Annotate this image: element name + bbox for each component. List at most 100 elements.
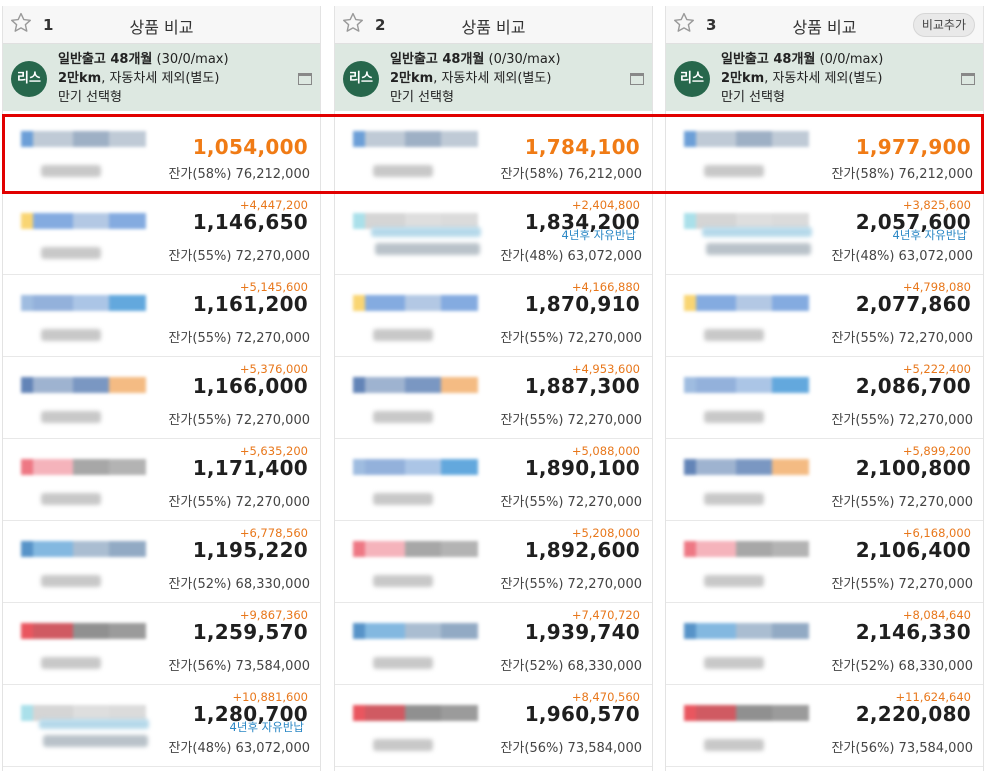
company-logo: [353, 377, 478, 393]
logo-segment: [405, 541, 441, 557]
product-mileage: 2만km: [58, 71, 102, 86]
logo-segment: [696, 623, 736, 639]
product-description: 일반출고 48개월 (30/0/max) 2만km, 자동차세 제외(별도) 만기 …: [58, 50, 229, 107]
company-logo: [21, 541, 146, 557]
price-difference: +5,222,400: [902, 362, 971, 376]
logo-segment: [21, 213, 33, 229]
logo-segment: [405, 295, 441, 311]
quote-row[interactable]: +6,168,000 2,106,400 잔가(55%) 72,270,000: [666, 521, 983, 603]
logo-segment: [33, 459, 73, 475]
logo-segment: [21, 623, 33, 639]
company-logo: [684, 541, 809, 557]
logo-segment: [772, 377, 809, 393]
residual-value: 잔가(56%) 73,584,000: [831, 741, 973, 756]
monthly-price: 1,259,570: [192, 620, 308, 644]
residual-value: 잔가(55%) 72,270,000: [831, 495, 973, 510]
quote-row[interactable]: +4,798,080 2,077,860 잔가(55%) 72,270,000: [666, 275, 983, 357]
product-description: 일반출고 48개월 (0/0/max) 2만km, 자동차세 제외(별도) 만기 선…: [721, 50, 883, 107]
product-tax-note: , 자동차세 제외(별도): [101, 71, 220, 86]
quote-row[interactable]: +4,447,200 1,146,650 잔가(55%) 72,270,000: [3, 193, 320, 275]
column-header: 3 상품 비교 비교추가: [666, 6, 983, 44]
logo-segment: [772, 541, 809, 557]
quote-row[interactable]: +5,222,400 2,086,700 잔가(55%) 72,270,000: [666, 357, 983, 439]
quote-row[interactable]: +11,624,640 2,220,080 잔가(56%) 73,584,000: [666, 685, 983, 767]
quote-row[interactable]: +5,899,200 2,100,800 잔가(55%) 72,270,000: [666, 439, 983, 521]
residual-value: 잔가(52%) 68,330,000: [500, 659, 642, 674]
document-icon[interactable]: [630, 73, 644, 85]
product-summary[interactable]: 리스 일반출고 48개월 (0/30/max) 2만km, 자동차세 제외(별도) 만…: [335, 44, 652, 111]
quote-row[interactable]: +8,470,560 1,960,570 잔가(56%) 73,584,000: [335, 685, 652, 767]
product-mileage: 2만km: [721, 71, 765, 86]
product-description: 일반출고 48개월 (0/30/max) 2만km, 자동차세 제외(별도) 만기 …: [390, 50, 561, 107]
logo-segment: [33, 623, 73, 639]
product-summary[interactable]: 리스 일반출고 48개월 (0/0/max) 2만km, 자동차세 제외(별도) 만기…: [666, 44, 983, 111]
monthly-price: 1,195,220: [192, 538, 308, 562]
company-name-blur: [41, 411, 101, 423]
monthly-price: 1,870,910: [524, 292, 640, 316]
company-name-blur: [704, 165, 764, 177]
company-name-blur: [41, 575, 101, 587]
monthly-price: 1,171,400: [192, 456, 308, 480]
logo-segment: [365, 295, 405, 311]
logo-segment: [696, 131, 736, 147]
quote-row[interactable]: +4,953,600 1,887,300 잔가(55%) 72,270,000: [335, 357, 652, 439]
logo-segment: [109, 295, 146, 311]
monthly-price: 2,057,600: [855, 210, 971, 234]
quote-row[interactable]: 4년후 자유반납 +10,881,600 1,280,700 잔가(48%) 63,0…: [3, 685, 320, 767]
logo-segment: [405, 377, 441, 393]
document-icon[interactable]: [298, 73, 312, 85]
quote-row[interactable]: 1,054,000 잔가(58%) 76,212,000: [3, 111, 320, 193]
company-logo: [21, 459, 146, 475]
logo-segment: [405, 131, 441, 147]
quote-row[interactable]: +5,088,000 1,890,100 잔가(55%) 72,270,000: [335, 439, 652, 521]
promo-blur: [702, 227, 812, 237]
quote-row[interactable]: 4년후 자유반납 +2,404,800 1,834,200 잔가(48%) 63,07…: [335, 193, 652, 275]
add-compare-button[interactable]: 비교추가: [912, 13, 975, 37]
product-tax-note: , 자동차세 제외(별도): [764, 71, 883, 86]
residual-value: 잔가(56%) 73,584,000: [500, 741, 642, 756]
monthly-price: 1,146,650: [192, 210, 308, 234]
monthly-price: 1,784,100: [524, 135, 640, 159]
star-icon[interactable]: [9, 11, 33, 35]
residual-value: 잔가(55%) 72,270,000: [500, 577, 642, 592]
product-mileage: 2만km: [390, 71, 434, 86]
best-offer-highlight: [2, 114, 984, 194]
logo-segment: [441, 541, 478, 557]
star-icon[interactable]: [341, 11, 365, 35]
quote-row[interactable]: 1,784,100 잔가(58%) 76,212,000: [335, 111, 652, 193]
quote-row[interactable]: +5,145,600 1,161,200 잔가(55%) 72,270,000: [3, 275, 320, 357]
quote-row[interactable]: +7,470,720 1,939,740 잔가(52%) 68,330,000: [335, 603, 652, 685]
quote-row[interactable]: +4,166,880 1,870,910 잔가(55%) 72,270,000: [335, 275, 652, 357]
quote-row[interactable]: +9,867,360 1,259,570 잔가(56%) 73,584,000: [3, 603, 320, 685]
logo-segment: [73, 705, 109, 721]
residual-value: 잔가(48%) 63,072,000: [500, 249, 642, 264]
logo-segment: [109, 131, 146, 147]
quote-row[interactable]: +5,208,000 1,892,600 잔가(55%) 72,270,000: [335, 521, 652, 603]
logo-segment: [73, 377, 109, 393]
company-name-blur: [373, 657, 433, 669]
column-header: 2 상품 비교: [335, 6, 652, 44]
logo-segment: [73, 541, 109, 557]
lease-badge: 리스: [11, 61, 47, 97]
logo-segment: [696, 459, 736, 475]
product-summary[interactable]: 리스 일반출고 48개월 (30/0/max) 2만km, 자동차세 제외(별도) 만…: [3, 44, 320, 111]
logo-segment: [441, 213, 478, 229]
star-icon[interactable]: [672, 11, 696, 35]
price-difference: +5,376,000: [239, 362, 308, 376]
quote-row[interactable]: +5,376,000 1,166,000 잔가(55%) 72,270,000: [3, 357, 320, 439]
quote-row[interactable]: +8,084,640 2,146,330 잔가(52%) 68,330,000: [666, 603, 983, 685]
logo-segment: [365, 459, 405, 475]
quote-row[interactable]: +6,778,560 1,195,220 잔가(52%) 68,330,000: [3, 521, 320, 603]
quote-row[interactable]: 4년후 자유반납 +3,825,600 2,057,600 잔가(48%) 63,07…: [666, 193, 983, 275]
monthly-price: 1,890,100: [524, 456, 640, 480]
company-logo: [684, 213, 809, 229]
price-difference: +8,470,560: [571, 690, 640, 704]
quote-row[interactable]: +5,635,200 1,171,400 잔가(55%) 72,270,000: [3, 439, 320, 521]
document-icon[interactable]: [961, 73, 975, 85]
logo-segment: [405, 459, 441, 475]
company-logo: [353, 131, 478, 147]
company-name-blur: [704, 657, 764, 669]
company-logo: [684, 705, 809, 721]
quote-row[interactable]: 1,977,900 잔가(58%) 76,212,000: [666, 111, 983, 193]
logo-segment: [33, 131, 73, 147]
